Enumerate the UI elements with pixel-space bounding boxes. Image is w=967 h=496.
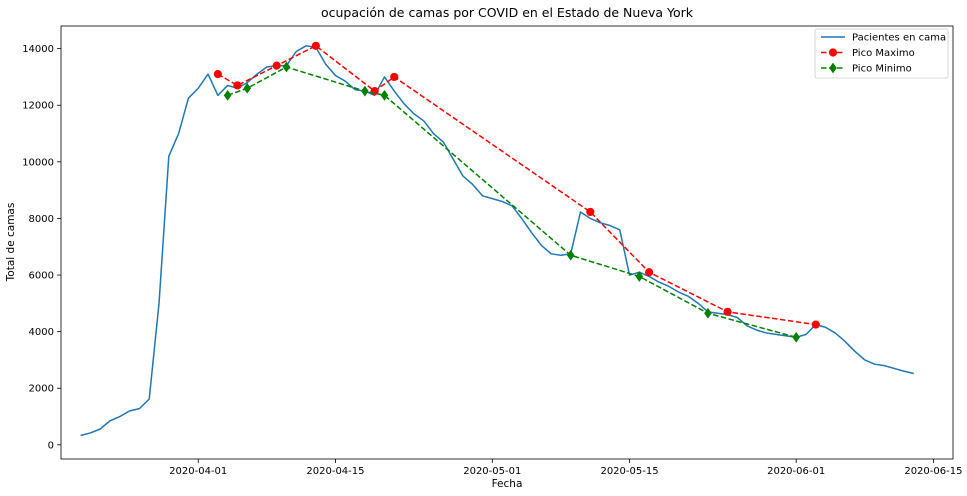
plot-frame <box>60 25 954 460</box>
x-tick-label: 2020-06-15 <box>904 466 962 477</box>
pico-maximo-point <box>645 268 654 277</box>
legend-box <box>814 28 949 79</box>
y-axis-title: Total de camas <box>5 203 17 283</box>
x-tick-label: 2020-04-01 <box>169 466 227 477</box>
pico-maximo-point <box>828 48 838 57</box>
pico-maximo-point <box>233 81 242 90</box>
y-tick-label: 6000 <box>29 271 54 282</box>
pico-minimo-point <box>635 271 644 282</box>
pico-maximo-point <box>723 307 732 316</box>
chart-title: ocupación de camas por COVID en el Estad… <box>321 5 694 20</box>
pico-minimo-point <box>223 89 232 101</box>
y-tick-label: 8000 <box>29 214 54 225</box>
pico-minimo-point <box>829 62 837 74</box>
x-axis: 2020-04-01 2020-04-15 2020-05-01 2020-05-15… <box>169 459 962 477</box>
y-tick-label: 12000 <box>22 101 54 112</box>
x-tick-label: 2020-05-01 <box>463 466 521 477</box>
pico-maximo-point <box>311 41 320 50</box>
pico-maximo-line <box>217 45 816 326</box>
pico-maximo-point <box>811 320 820 329</box>
legend-label: Pico Maximo <box>852 48 915 59</box>
pico-minimo-line <box>227 66 797 339</box>
legend: Pacientes en cama Pico Maximo Pico Minimo <box>814 28 949 79</box>
y-tick-label: 0 <box>48 440 54 451</box>
pico-minimo-point <box>380 89 389 101</box>
x-axis-title: Fecha <box>492 478 523 490</box>
pico-maximo-point <box>586 207 595 217</box>
pacientes-en-cama-series <box>80 45 914 437</box>
legend-label: Pico Minimo <box>852 64 912 75</box>
y-axis: 0 2000 4000 6000 8000 10000 12000 14000 <box>22 44 61 451</box>
pico-maximo-point <box>390 72 399 82</box>
pico-minimo-point <box>243 82 252 94</box>
x-tick-label: 2020-06-01 <box>767 466 825 477</box>
pico-maximo-series <box>213 41 820 329</box>
legend-label: Pacientes en cama <box>852 33 946 44</box>
pico-minimo-series <box>223 61 800 343</box>
y-tick-label: 10000 <box>22 157 54 168</box>
pico-maximo-point <box>272 61 281 70</box>
plot-area <box>80 41 914 437</box>
x-tick-label: 2020-04-15 <box>306 466 364 477</box>
y-tick-label: 2000 <box>29 384 54 395</box>
pico-minimo-point <box>361 85 369 97</box>
pico-minimo-point <box>282 61 291 73</box>
y-tick-label: 4000 <box>29 327 54 338</box>
pico-minimo-point <box>704 307 712 319</box>
pico-minimo-point <box>566 249 575 261</box>
pico-minimo-point <box>792 331 800 343</box>
y-tick-label: 14000 <box>22 44 54 55</box>
pico-maximo-point <box>213 70 222 79</box>
x-tick-label: 2020-05-15 <box>600 466 658 477</box>
pacientes-en-cama-line <box>80 45 914 437</box>
